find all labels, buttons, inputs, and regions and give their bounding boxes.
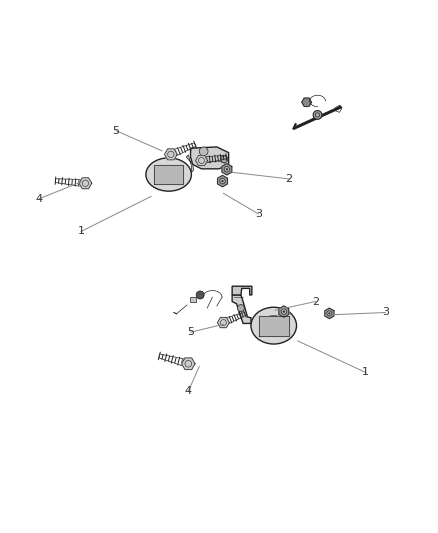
Polygon shape bbox=[195, 155, 208, 166]
Polygon shape bbox=[190, 297, 196, 302]
Text: 5: 5 bbox=[187, 327, 194, 337]
Polygon shape bbox=[222, 164, 232, 175]
Circle shape bbox=[313, 110, 322, 119]
Text: 2: 2 bbox=[312, 296, 319, 306]
Circle shape bbox=[224, 166, 230, 172]
Polygon shape bbox=[259, 316, 289, 336]
Text: 1: 1 bbox=[362, 367, 369, 377]
Ellipse shape bbox=[146, 158, 191, 191]
Polygon shape bbox=[218, 175, 227, 187]
Polygon shape bbox=[79, 178, 92, 189]
Circle shape bbox=[220, 179, 225, 184]
Ellipse shape bbox=[156, 165, 181, 184]
Circle shape bbox=[281, 309, 286, 314]
Ellipse shape bbox=[261, 316, 286, 336]
Circle shape bbox=[328, 312, 330, 314]
Text: 3: 3 bbox=[255, 209, 262, 219]
Polygon shape bbox=[191, 147, 229, 169]
Text: 3: 3 bbox=[382, 308, 389, 318]
Polygon shape bbox=[217, 318, 230, 328]
Polygon shape bbox=[232, 295, 251, 324]
Polygon shape bbox=[279, 306, 289, 317]
Polygon shape bbox=[182, 358, 195, 369]
Circle shape bbox=[283, 311, 285, 312]
Circle shape bbox=[226, 168, 228, 170]
Circle shape bbox=[196, 291, 204, 299]
Circle shape bbox=[237, 304, 244, 312]
Polygon shape bbox=[325, 308, 334, 319]
Circle shape bbox=[222, 180, 223, 182]
Circle shape bbox=[199, 147, 208, 156]
Text: 1: 1 bbox=[78, 227, 85, 237]
Ellipse shape bbox=[251, 307, 297, 344]
Polygon shape bbox=[165, 149, 177, 160]
Circle shape bbox=[327, 311, 332, 316]
Text: 4: 4 bbox=[36, 193, 43, 204]
Polygon shape bbox=[302, 98, 311, 107]
Text: 4: 4 bbox=[185, 386, 192, 397]
Polygon shape bbox=[186, 155, 194, 172]
Text: 5: 5 bbox=[113, 126, 120, 136]
Circle shape bbox=[221, 156, 228, 163]
Polygon shape bbox=[154, 165, 184, 184]
Text: 2: 2 bbox=[286, 174, 293, 184]
Polygon shape bbox=[232, 286, 252, 295]
